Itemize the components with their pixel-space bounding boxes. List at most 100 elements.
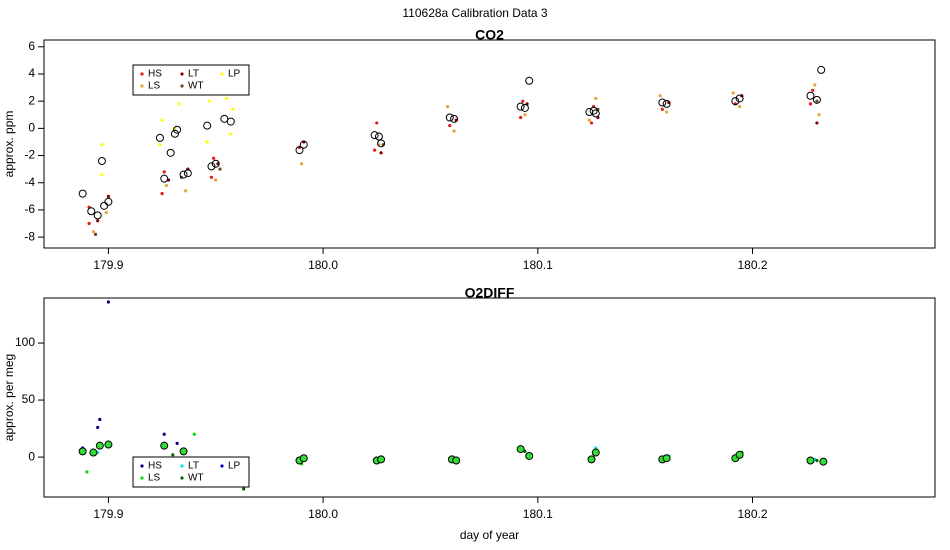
mean-circle bbox=[377, 455, 386, 464]
x-tick-label: 180.0 bbox=[308, 507, 338, 521]
mean-circle bbox=[585, 108, 594, 117]
data-point bbox=[158, 143, 162, 147]
mean-circle bbox=[173, 125, 182, 134]
mean-circle bbox=[377, 139, 386, 148]
data-point bbox=[815, 99, 819, 103]
legend-marker bbox=[140, 464, 144, 468]
mean-circle bbox=[95, 441, 104, 450]
mean-circle bbox=[591, 448, 600, 457]
panel-title: O2DIFF bbox=[465, 285, 515, 301]
mean-circle bbox=[179, 170, 188, 179]
data-point bbox=[379, 151, 383, 155]
legend-marker bbox=[180, 464, 184, 468]
y-tick-label: 2 bbox=[28, 93, 35, 107]
legend-marker bbox=[180, 84, 184, 88]
mean-circle bbox=[370, 131, 379, 140]
x-tick-label: 179.9 bbox=[93, 507, 123, 521]
mean-circle bbox=[203, 121, 212, 130]
data-point bbox=[242, 487, 246, 491]
mean-circle bbox=[104, 197, 113, 206]
mean-circle bbox=[295, 146, 304, 155]
mean-circle bbox=[817, 65, 826, 74]
y-tick-label: 50 bbox=[22, 392, 36, 406]
mean-circle bbox=[97, 156, 106, 165]
mean-circle bbox=[591, 109, 600, 118]
data-point bbox=[106, 300, 111, 304]
legend-label: WT bbox=[188, 81, 204, 92]
y-tick-label: 6 bbox=[28, 39, 35, 53]
data-point bbox=[817, 113, 821, 117]
data-point bbox=[373, 148, 377, 152]
mean-circle bbox=[445, 113, 454, 122]
data-point bbox=[813, 83, 817, 87]
mean-circle bbox=[226, 117, 235, 126]
data-point bbox=[452, 129, 456, 133]
legend-marker bbox=[140, 72, 144, 76]
data-point bbox=[665, 110, 669, 114]
data-point bbox=[229, 132, 233, 136]
mean-circle bbox=[735, 450, 744, 459]
data-point bbox=[87, 221, 91, 226]
data-point bbox=[85, 470, 89, 474]
mean-circle bbox=[87, 207, 96, 216]
mean-circle bbox=[78, 447, 87, 456]
legend-label: HS bbox=[148, 69, 162, 80]
legend-label: LT bbox=[188, 69, 199, 80]
legend-marker bbox=[140, 84, 144, 88]
data-point bbox=[106, 194, 111, 198]
mean-circle bbox=[806, 456, 815, 465]
mean-circle bbox=[160, 441, 169, 450]
mean-circle bbox=[170, 129, 179, 138]
data-point bbox=[100, 172, 104, 177]
data-point bbox=[738, 105, 742, 109]
legend-marker bbox=[180, 476, 184, 480]
mean-circle bbox=[735, 94, 744, 103]
mean-circle bbox=[104, 440, 113, 449]
data-point bbox=[192, 432, 196, 436]
data-point bbox=[589, 121, 594, 125]
y-tick-label: -6 bbox=[24, 202, 35, 216]
legend-label: HS bbox=[148, 461, 162, 472]
mean-circle bbox=[819, 457, 828, 466]
mean-circle bbox=[211, 159, 220, 168]
x-tick-label: 180.2 bbox=[737, 258, 767, 272]
x-tick-label: 180.1 bbox=[523, 258, 553, 272]
legend-marker bbox=[180, 72, 184, 76]
mean-circle bbox=[662, 99, 671, 108]
panel-title: CO2 bbox=[475, 27, 504, 43]
legend-label: LP bbox=[228, 69, 241, 80]
mean-circle bbox=[658, 98, 667, 107]
data-point bbox=[160, 118, 164, 122]
legend-label: LP bbox=[228, 461, 241, 472]
legend-label: WT bbox=[188, 473, 204, 484]
data-point bbox=[448, 124, 452, 128]
plot-frame bbox=[43, 297, 936, 498]
data-point bbox=[93, 232, 98, 237]
data-point bbox=[98, 417, 102, 422]
data-point bbox=[808, 102, 813, 106]
mean-circle bbox=[520, 103, 529, 112]
data-point bbox=[162, 432, 166, 436]
mean-circle bbox=[450, 114, 459, 123]
data-point bbox=[96, 425, 100, 430]
data-point bbox=[100, 143, 104, 147]
x-tick-label: 180.1 bbox=[523, 507, 553, 521]
data-point bbox=[205, 140, 209, 144]
mean-circle bbox=[525, 451, 534, 460]
legend-marker bbox=[140, 476, 144, 480]
data-point bbox=[811, 88, 815, 92]
mean-circle bbox=[160, 174, 169, 183]
data-point bbox=[162, 170, 166, 174]
data-point bbox=[300, 162, 304, 166]
mean-circle bbox=[93, 211, 102, 220]
x-tick-label: 180.0 bbox=[308, 258, 338, 272]
legend-label: LS bbox=[148, 473, 161, 484]
y-tick-label: -2 bbox=[24, 148, 35, 162]
data-point bbox=[224, 96, 229, 101]
x-tick-label: 180.2 bbox=[737, 507, 767, 521]
data-point bbox=[184, 189, 188, 193]
mean-circle bbox=[207, 162, 216, 171]
data-point bbox=[218, 167, 222, 171]
mean-circle bbox=[220, 114, 229, 123]
